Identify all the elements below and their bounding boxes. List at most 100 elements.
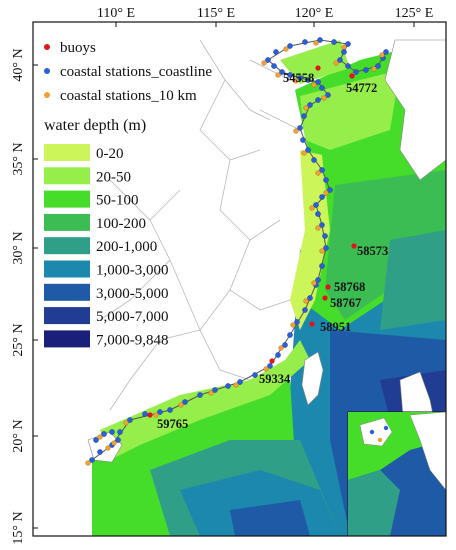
10km-station-point [311, 280, 317, 286]
coastline-station-point [273, 49, 279, 55]
depth-swatch [44, 330, 90, 348]
coastline-station-point [341, 49, 347, 55]
coastline-station-point [97, 449, 103, 455]
coastline-station-point [315, 277, 321, 283]
legend-10km: coastal stations_10 km [60, 88, 197, 104]
10km-station-point [371, 66, 377, 72]
coastline-station-point [307, 295, 313, 301]
coastline-station-point [101, 431, 107, 437]
coastline-station-point [319, 85, 325, 91]
depth-class-label: 7,000-9,848 [96, 332, 169, 348]
lat-label-25: 25° N [11, 323, 26, 356]
10km-station-point [105, 445, 111, 451]
buoy-point [269, 358, 275, 364]
inset-map [347, 411, 447, 537]
coastline-station-point [127, 417, 133, 423]
10km-station-point [341, 44, 347, 50]
10km-station-point [208, 390, 214, 396]
10km-station-point [311, 82, 317, 88]
coastline-station-point [300, 137, 306, 143]
10km-station-point [293, 78, 299, 84]
coastline-station-point [252, 372, 258, 378]
coastline-station-point [197, 392, 203, 398]
10km-station-point [97, 434, 103, 440]
depth-swatch [44, 260, 90, 278]
coastline-station-point [225, 383, 231, 389]
lon-label-125: 125° E [395, 6, 434, 21]
buoy-point [325, 284, 331, 290]
coastline-station-point [109, 429, 115, 435]
10km-station-point [290, 322, 296, 328]
coastline-station-point [305, 147, 311, 153]
coastline-station-point [311, 157, 317, 163]
station-label-58573: 58573 [357, 244, 388, 258]
legend-coastline: coastal stations_coastline [60, 64, 212, 80]
10km-station-point [301, 150, 307, 156]
coastline-station-point [323, 177, 329, 183]
10km-station-point [379, 52, 385, 58]
10km-station-point [315, 170, 321, 176]
top-axis-labels: 110° E 115° E 120° E 125° E [97, 6, 433, 21]
10km-station-point [323, 190, 329, 196]
coastline-station-point [319, 194, 325, 200]
coastline-station-point [287, 72, 293, 78]
coastline-station-point [237, 379, 243, 385]
10km-station-point [293, 128, 299, 134]
lat-label-35: 35° N [11, 142, 26, 175]
10km-station-point [85, 460, 91, 466]
coastline-station-point [317, 37, 323, 43]
coastline-station-point [315, 211, 321, 217]
coastline-station-point [319, 167, 325, 173]
10km-station-point [123, 420, 129, 426]
coastline-station-point [115, 437, 121, 443]
depth-class-label: 1,000-3,000 [96, 263, 169, 279]
depth-class-label: 200-1,000 [96, 239, 157, 255]
coastline-station-point [337, 57, 343, 63]
coastline-station-point [271, 63, 277, 69]
coastline-station-point [325, 92, 331, 98]
station-label-54772: 54772 [346, 81, 377, 95]
lat-label-40: 40° N [11, 48, 26, 81]
coastline-station-point [315, 97, 321, 103]
coastline-station-point [212, 387, 218, 393]
depth-swatch [44, 283, 90, 301]
station-label-58768: 58768 [334, 280, 365, 294]
coastline-station-point [323, 245, 329, 251]
depth-swatch [44, 213, 90, 231]
coastline-station-point [313, 202, 319, 208]
coastline-station-point [279, 69, 285, 75]
10km-station-point [321, 95, 327, 101]
coastline-station-point [319, 263, 325, 269]
point-legend: buoys coastal stations_coastline coastal… [44, 40, 212, 104]
coastline-station-point [93, 437, 99, 443]
station-label-54558: 54558 [283, 71, 314, 85]
coastline-station-point [265, 57, 271, 63]
left-ticks [33, 64, 38, 529]
coastline-station-point [375, 63, 381, 69]
coastline-station-point [327, 187, 333, 193]
coastline-station-point [363, 67, 369, 73]
10km-station-point [263, 366, 269, 372]
coastline-station-point [89, 457, 95, 463]
coastline-station-point [157, 409, 163, 415]
buoy-point [351, 243, 357, 249]
coastline-station-point [297, 125, 303, 131]
lon-label-110: 110° E [97, 6, 135, 21]
station-label-58951: 58951 [320, 320, 351, 334]
10km-station-point [309, 205, 315, 211]
coastline-station-point [182, 399, 188, 405]
coastline-station-point [275, 352, 281, 358]
buoy-points [147, 65, 357, 418]
coastline-station-point [267, 363, 273, 369]
coastline-station-point [305, 77, 311, 83]
lat-label-15: 15° N [11, 511, 26, 544]
10km-station-point [303, 298, 309, 304]
coastline-station-point [353, 69, 359, 75]
depth-legend: water depth (m) 0-20 20-50 50-100 100-200 20… [44, 117, 169, 348]
10km-station-point [233, 382, 239, 388]
coastline-station-point [322, 233, 328, 239]
coastline-station-point [345, 41, 351, 47]
coastline-station-point [331, 39, 337, 45]
legend-buoy-marker [44, 44, 50, 50]
